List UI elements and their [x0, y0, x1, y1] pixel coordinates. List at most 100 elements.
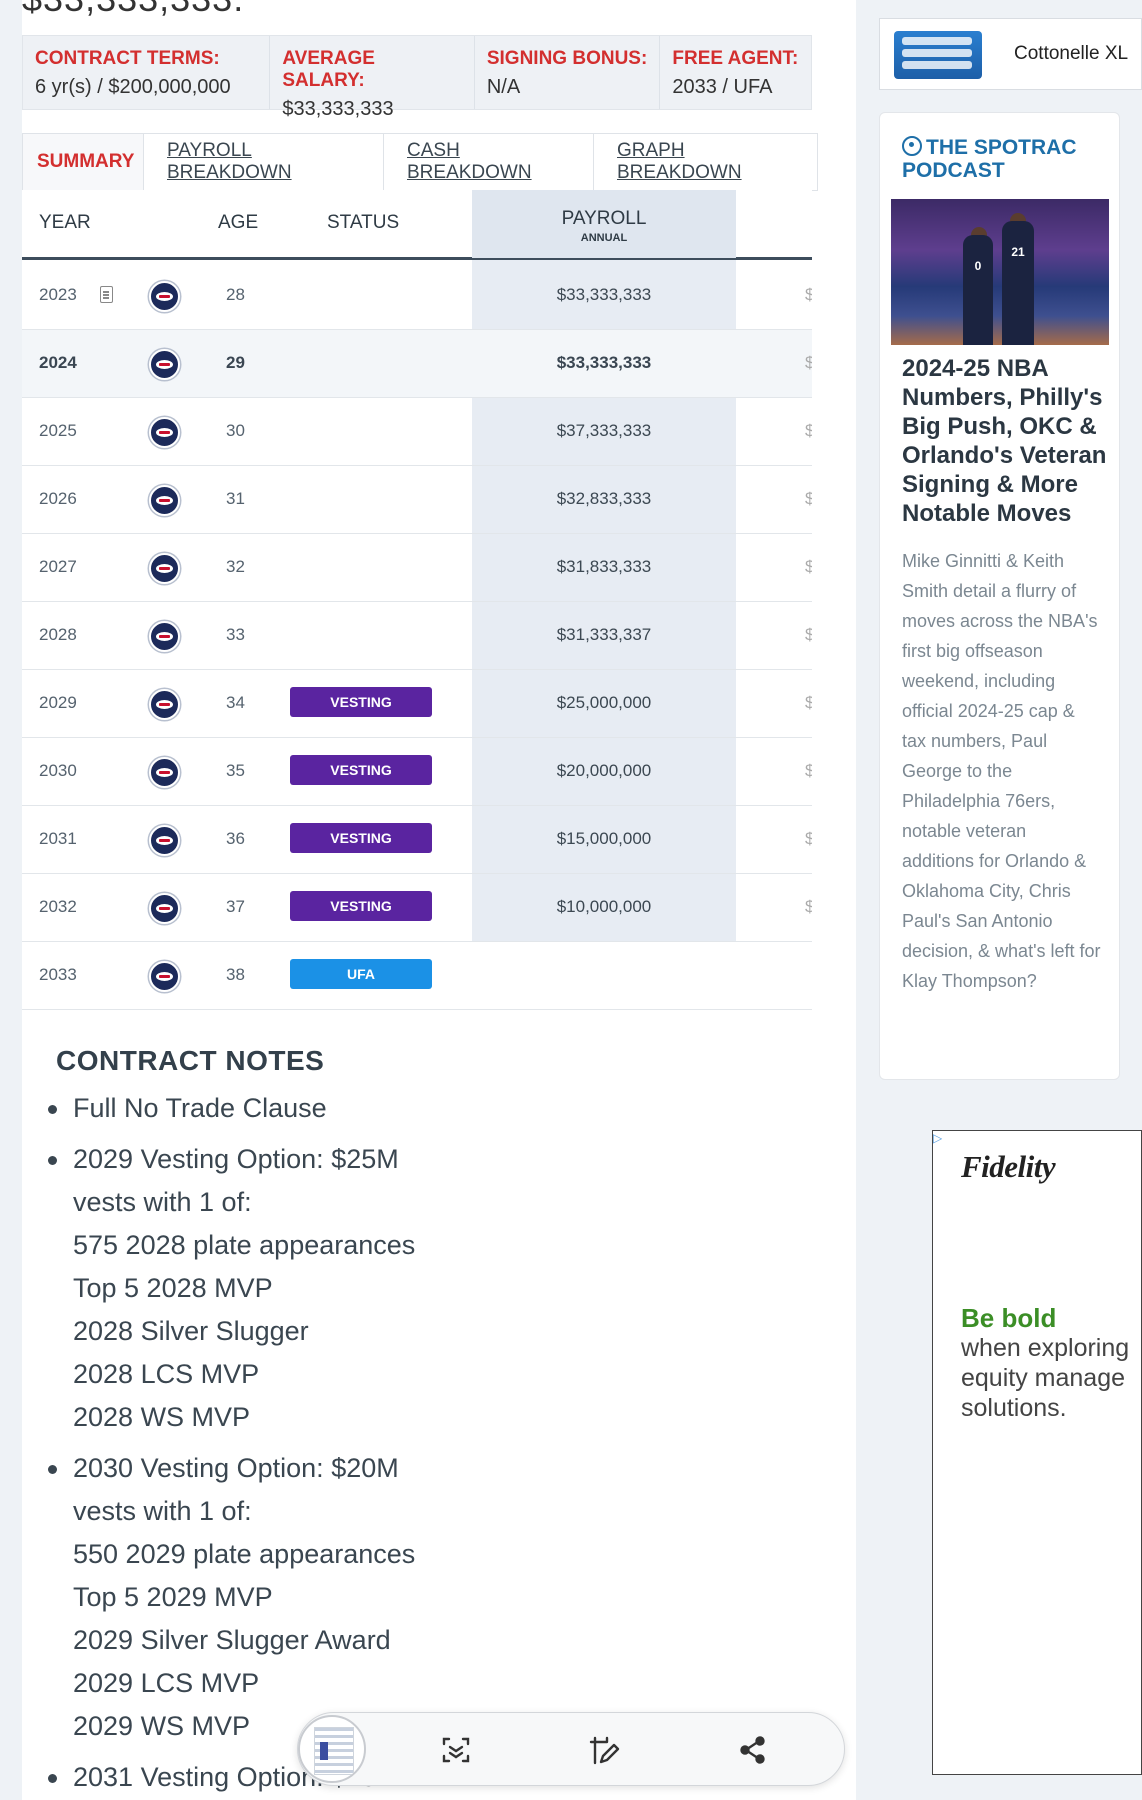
row-cut-value: $ [805, 421, 812, 440]
bullet-icon [48, 1156, 57, 1165]
row-year: 2023 [39, 285, 77, 304]
table-row: 2026 31 $32,833,333 $ [22, 466, 812, 534]
note-line: vests with 1 of: [73, 1496, 252, 1526]
note-line: Top 5 2029 MVP [73, 1582, 273, 1612]
team-logo-icon [149, 281, 180, 312]
row-age: 28 [226, 285, 245, 304]
note-line: Top 5 2028 MVP [73, 1273, 273, 1303]
status-badge: UFA [290, 959, 432, 989]
row-payroll: $31,333,337 [556, 625, 652, 644]
note-line: 2029 Silver Slugger Award [73, 1625, 391, 1655]
table-row: 2025 30 $37,333,333 $ [22, 398, 812, 466]
jersey-number: 21 [1011, 245, 1025, 259]
table-row: 2029 34 VESTING $25,000,000 $ [22, 670, 812, 738]
free-agent-cell: FREE AGENT: 2033 / UFA [660, 36, 811, 109]
free-agent-label: FREE AGENT: [672, 48, 799, 69]
cottonelle-ad[interactable]: Cottonelle XL [879, 18, 1142, 90]
adchoices-icon[interactable]: ▷ [933, 1131, 943, 1145]
cottonelle-product-image [894, 31, 982, 79]
screenshot-toolbar [297, 1712, 845, 1786]
fidelity-body-line: equity manage [961, 1364, 1126, 1392]
row-payroll: $33,333,333 [556, 285, 652, 304]
row-payroll: $32,833,333 [556, 489, 652, 508]
header-age[interactable]: AGE [218, 212, 259, 233]
row-age: 32 [226, 557, 245, 576]
signing-bonus-label: SIGNING BONUS: [486, 48, 648, 69]
row-age: 36 [226, 829, 245, 848]
free-agent-value: 2033 / UFA [672, 76, 773, 98]
note-line: 2028 Silver Slugger [73, 1316, 309, 1346]
player-figure: 21 [1002, 221, 1034, 345]
contract-table: YEAR AGE STATUS L PAYROLL ANNUAL 202328$… [22, 190, 812, 1010]
row-cut-value: $ [805, 489, 812, 508]
team-logo-icon [149, 689, 180, 720]
average-salary-label: AVERAGE SALARY: [282, 48, 375, 91]
row-year: 2026 [39, 489, 77, 508]
row-payroll: $25,000,000 [556, 693, 652, 712]
bullet-icon [48, 1774, 57, 1783]
header-status[interactable]: STATUS [327, 212, 400, 233]
team-logo-icon [149, 485, 180, 516]
table-row: 2033 38 UFA [22, 942, 812, 1010]
screenshot-thumbnail[interactable] [298, 1715, 366, 1783]
breakdown-tabs: SUMMARY PAYROLL BREAKDOWN CASH BREAKDOWN… [22, 133, 818, 191]
row-age: 38 [226, 965, 245, 984]
row-age: 30 [226, 421, 245, 440]
team-logo-icon [149, 417, 180, 448]
document-icon[interactable] [100, 286, 113, 303]
row-payroll: $20,000,000 [556, 761, 652, 780]
note-line: 2028 WS MVP [73, 1402, 251, 1432]
tab-cash-breakdown[interactable]: CASH BREAKDOWN [384, 134, 594, 190]
tab-summary[interactable]: SUMMARY [23, 134, 144, 190]
row-cut-value: $ [805, 897, 812, 916]
jersey-number: 0 [974, 259, 982, 273]
row-age: 37 [226, 897, 245, 916]
team-logo-icon [149, 757, 180, 788]
row-year: 2024 [39, 353, 77, 372]
contract-terms-label: CONTRACT TERMS: [35, 48, 220, 69]
row-age: 33 [226, 625, 245, 644]
contract-terms-cell: CONTRACT TERMS: 6 yr(s) / $200,000,000 [23, 36, 271, 109]
podcast-card: THE SPOTRAC PODCAST 0 21 2024-25 NBA Num… [879, 112, 1120, 1080]
table-row: 2030 35 VESTING $20,000,000 $ [22, 738, 812, 806]
row-age: 31 [226, 489, 245, 508]
row-cut-value: $ [805, 285, 812, 304]
fidelity-body-line: when exploring [961, 1334, 1130, 1362]
bullet-icon [48, 1465, 57, 1474]
row-year: 2030 [39, 761, 77, 780]
average-salary-cell: AVERAGE SALARY: $33,333,333 [270, 36, 475, 120]
note-line: vests with 1 of: [73, 1187, 252, 1217]
team-logo-icon [149, 553, 180, 584]
row-payroll: $31,833,333 [556, 557, 652, 576]
fidelity-ad[interactable]: ▷ Fidelity Be bold when exploring equity… [932, 1130, 1142, 1775]
podcast-headline[interactable]: 2024-25 NBA Numbers, Philly's Big Push, … [902, 355, 1107, 527]
table-row: 2023 28 $33,333,333 $ [22, 262, 812, 330]
edit-icon[interactable] [587, 1733, 621, 1767]
table-row: 2031 36 VESTING $15,000,000 $ [22, 806, 812, 874]
row-cut-value: $ [805, 761, 812, 780]
share-icon[interactable] [736, 1733, 770, 1767]
cottonelle-ad-text: Cottonelle XL [1014, 43, 1129, 64]
row-year: 2028 [39, 625, 77, 644]
row-cut-value: $ [805, 829, 812, 848]
fidelity-tagline: Be bold [961, 1303, 1057, 1333]
podcast-title[interactable]: THE SPOTRAC PODCAST [902, 136, 1102, 182]
status-badge: VESTING [290, 755, 432, 785]
tab-graph-breakdown[interactable]: GRAPH BREAKDOWN [594, 134, 817, 190]
cut-off-amount: $33,333,333. [22, 0, 244, 20]
table-row: 2024 29 $33,333,333 $ [22, 330, 812, 398]
row-cut-value: $ [805, 693, 812, 712]
scan-icon[interactable] [439, 1733, 473, 1767]
row-payroll: $33,333,333 [556, 353, 652, 372]
note-line: 2029 WS MVP [73, 1711, 251, 1741]
podcast-image[interactable]: 0 21 [891, 199, 1109, 345]
row-age: 34 [226, 693, 245, 712]
row-year: 2031 [39, 829, 77, 848]
team-logo-icon [149, 961, 180, 992]
header-year[interactable]: YEAR [39, 212, 91, 233]
contract-note: 2029 Vesting Option: $25M vests with 1 of… [22, 1138, 415, 1439]
player-figure: 0 [963, 235, 993, 345]
tab-payroll-breakdown[interactable]: PAYROLL BREAKDOWN [144, 134, 384, 190]
header-payroll[interactable]: PAYROLL ANNUAL [472, 190, 736, 258]
note-line: 2028 LCS MVP [73, 1359, 260, 1389]
